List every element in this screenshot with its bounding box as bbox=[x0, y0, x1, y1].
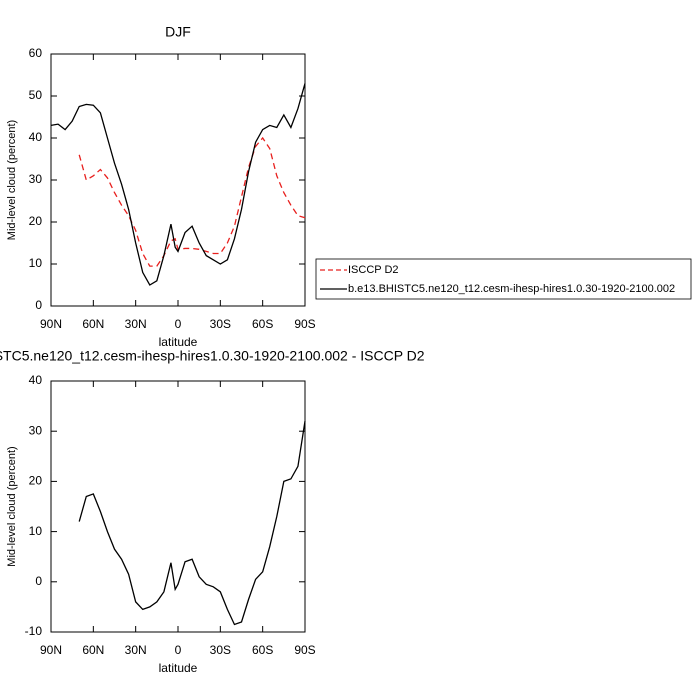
y-axis-label: Mid-level cloud (percent) bbox=[6, 120, 18, 240]
y-tick-label: 40 bbox=[29, 130, 43, 144]
x-tick-label: 60S bbox=[252, 643, 273, 657]
y-tick-label: 60 bbox=[29, 46, 43, 60]
plot-frame bbox=[50, 53, 306, 307]
y-axis-label: Mid-level cloud (percent) bbox=[6, 446, 18, 566]
x-tick-label: 30N bbox=[125, 643, 147, 657]
chart-title: b.e13.BHISTC5.ne120_t12.cesm-ihesp-hires… bbox=[0, 348, 425, 364]
x-axis-label: latitude bbox=[159, 335, 198, 349]
data-line bbox=[78, 136, 306, 267]
y-tick-label: 10 bbox=[29, 256, 43, 270]
x-axis-label: latitude bbox=[159, 661, 198, 675]
x-tick-label: 60S bbox=[252, 317, 273, 331]
data-line bbox=[78, 421, 306, 626]
y-tick-label: 20 bbox=[29, 214, 43, 228]
x-tick-label: 90N bbox=[40, 317, 62, 331]
y-tick-label: 40 bbox=[29, 373, 43, 387]
y-tick-label: 0 bbox=[35, 298, 42, 312]
legend-box bbox=[315, 258, 692, 300]
y-tick-label: 20 bbox=[29, 474, 43, 488]
x-tick-label: 30S bbox=[210, 317, 231, 331]
y-tick-label: 0 bbox=[35, 574, 42, 588]
y-tick-label: 50 bbox=[29, 88, 43, 102]
x-tick-label: 60N bbox=[82, 317, 104, 331]
data-line bbox=[50, 83, 306, 286]
x-tick-label: 90S bbox=[294, 317, 315, 331]
chart-title: DJF bbox=[165, 24, 191, 40]
x-tick-label: 60N bbox=[82, 643, 104, 657]
x-tick-label: 90S bbox=[294, 643, 315, 657]
legend: ISCCP D2 b.e13.BHISTC5.ne120_t12.cesm-ihe… bbox=[315, 258, 692, 300]
y-tick-label: -10 bbox=[25, 624, 43, 638]
plot-frame bbox=[50, 380, 306, 633]
legend-label: ISCCP D2 bbox=[348, 264, 399, 276]
legend-label: b.e13.BHISTC5.ne120_t12.cesm-ihesp-hires… bbox=[348, 283, 675, 295]
y-tick-label: 10 bbox=[29, 524, 43, 538]
y-tick-label: 30 bbox=[29, 172, 43, 186]
y-tick-label: 30 bbox=[29, 423, 43, 437]
x-tick-label: 0 bbox=[175, 643, 182, 657]
x-tick-label: 0 bbox=[175, 317, 182, 331]
x-tick-label: 30N bbox=[125, 317, 147, 331]
x-tick-label: 90N bbox=[40, 643, 62, 657]
x-tick-label: 30S bbox=[210, 643, 231, 657]
